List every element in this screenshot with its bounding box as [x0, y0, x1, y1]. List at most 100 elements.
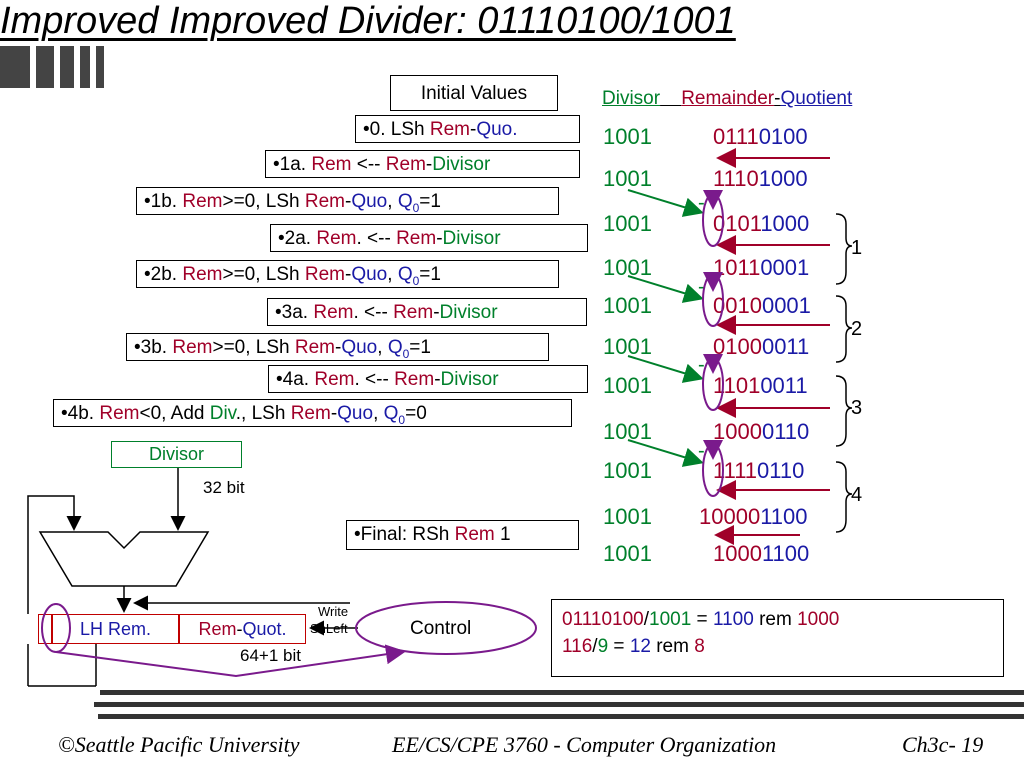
result-line-binary: 01110100/1001 = 1100 rem 1000	[562, 606, 993, 633]
step-0-quo: Quo.	[476, 119, 518, 140]
step-initial-label: Initial Values	[420, 83, 528, 104]
result-quotient-bin: 1100	[712, 609, 754, 630]
table-row: 1001 00100001	[603, 293, 843, 319]
step-2a-rem: Rem	[316, 228, 357, 249]
table-row: 1001 100001100	[603, 504, 843, 530]
step-4a: •4a. Rem. <-- Rem-Divisor	[268, 365, 588, 393]
step-3a-text: •3a.	[275, 302, 314, 323]
table-row: 1001 11101000	[603, 166, 843, 192]
step-3b-rem: Rem	[172, 337, 213, 358]
result-eq-1: =	[691, 609, 713, 630]
row-quotient: 0100	[758, 124, 808, 149]
register-lh-rem: LH Rem.	[52, 614, 179, 644]
brace-label-4: 4	[851, 484, 863, 506]
divisor-register-label: Divisor	[148, 444, 204, 464]
step-final-rem: Rem	[454, 524, 495, 545]
brace-label-2: 2	[851, 318, 863, 340]
row-remainder: 1101	[713, 373, 761, 398]
step-2a-dot: . <--	[356, 228, 397, 249]
step-4b-rem2: Rem	[290, 403, 331, 424]
step-1a: •1a. Rem <-- Rem-Divisor	[265, 150, 580, 178]
result-dividend-dec: 116	[562, 636, 593, 657]
step-2a-div: Divisor	[442, 228, 501, 249]
step-3b-sub: 0	[402, 346, 410, 361]
row-quotient: 1100	[761, 541, 810, 566]
row-quotient: 0110	[761, 419, 810, 444]
step-4b-cond2: ., LSh	[235, 403, 291, 424]
step-1a-dash: -	[425, 154, 433, 175]
step-3a-rem: Rem	[313, 302, 354, 323]
row-divisor: 1001	[603, 504, 652, 529]
step-2b-q: Q	[397, 264, 413, 285]
row-divisor: 1001	[603, 334, 652, 359]
result-slash-2: /	[592, 636, 598, 657]
step-3b-rem2: Rem	[294, 337, 335, 358]
result-remainder-dec: 8	[694, 636, 705, 657]
step-2b-rem: Rem	[182, 264, 223, 285]
step-0-rem: Rem	[429, 119, 470, 140]
header-divisor: Divisor	[602, 88, 661, 109]
step-3b-text: •3b.	[134, 337, 173, 358]
step-4b-dash: -	[330, 403, 338, 424]
register-rem-label: Rem	[198, 619, 237, 639]
row-remainder: 0101	[713, 211, 761, 236]
step-2b: •2b. Rem>=0, LSh Rem-Quo, Q0=1	[136, 260, 559, 288]
register-lh-rem-label: LH Rem.	[79, 619, 151, 639]
step-0-dash: -	[470, 119, 477, 140]
register-dash: -	[236, 619, 243, 639]
step-4b-rem: Rem	[99, 403, 140, 424]
bit-check-circles	[702, 190, 724, 497]
result-slash-1: /	[643, 609, 649, 630]
table-row: 1001 01110100	[603, 124, 843, 150]
step-2b-rem2: Rem	[304, 264, 345, 285]
row-divisor: 1001	[603, 541, 652, 566]
step-3b-q: Q	[387, 337, 403, 358]
table-row: 1001 01011000	[603, 211, 843, 237]
step-4b-sub: 0	[398, 412, 406, 427]
step-1b: •1b. Rem>=0, LSh Rem-Quo, Q0=1	[136, 187, 559, 215]
row-quotient: 1000	[760, 211, 810, 236]
step-0: •0. LSh Rem-Quo.	[355, 115, 580, 143]
step-3a-rem2: Rem	[393, 302, 434, 323]
row-divisor: 1001	[603, 373, 652, 398]
step-4a-rem2: Rem	[394, 369, 435, 390]
row-divisor: 1001	[603, 293, 652, 318]
step-4b-quo: Quo	[337, 403, 374, 424]
row-quotient: 0001	[760, 255, 810, 280]
row-remainder: 1000	[713, 541, 762, 566]
step-3b-dash: -	[335, 337, 342, 358]
table-row: 1001 11010011	[603, 373, 843, 399]
result-divisor-dec: 9	[597, 636, 609, 657]
step-2a-rem2: Rem	[396, 228, 437, 249]
step-3b-comma: ,	[377, 337, 388, 358]
register-bits: 64+1 bit	[240, 646, 301, 665]
table-header: Divisor Remainder-Quotient	[602, 88, 852, 110]
result-remainder-bin: 1000	[797, 609, 840, 630]
result-line-decimal: 116/9 = 12 rem 8	[562, 633, 993, 660]
step-3b-eq: =1	[409, 337, 431, 358]
step-1b-text: •1b.	[144, 191, 183, 212]
result-rem-word-2: rem	[650, 636, 695, 657]
row-quotient: 0011	[761, 334, 810, 359]
step-1a-arrow: <--	[351, 154, 386, 175]
result-box: 01110100/1001 = 1100 rem 1000 116/9 = 12…	[551, 599, 1004, 677]
header-quotient: Quotient	[780, 88, 853, 109]
step-final-one: 1	[494, 524, 511, 545]
header-dash: -	[774, 88, 781, 109]
step-1b-comma: ,	[387, 191, 398, 212]
step-2b-eq: =1	[419, 264, 441, 285]
step-4a-div: Divisor	[440, 369, 499, 390]
step-initial-values: Initial Values	[390, 75, 558, 111]
step-1b-quo: Quo	[351, 191, 388, 212]
step-final: •Final: RSh Rem 1	[346, 520, 579, 550]
step-2b-quo: Quo	[351, 264, 388, 285]
step-1b-rem: Rem	[182, 191, 223, 212]
table-row: 1001 10000110	[603, 419, 843, 445]
row-divisor: 1001	[603, 211, 652, 236]
table-row: 1001 01000011	[603, 334, 843, 360]
row-divisor: 1001	[603, 458, 652, 483]
step-4a-dot: . <--	[354, 369, 395, 390]
step-4b-q: Q	[383, 403, 399, 424]
step-1b-dash: -	[345, 191, 352, 212]
step-4b-comma: ,	[373, 403, 384, 424]
